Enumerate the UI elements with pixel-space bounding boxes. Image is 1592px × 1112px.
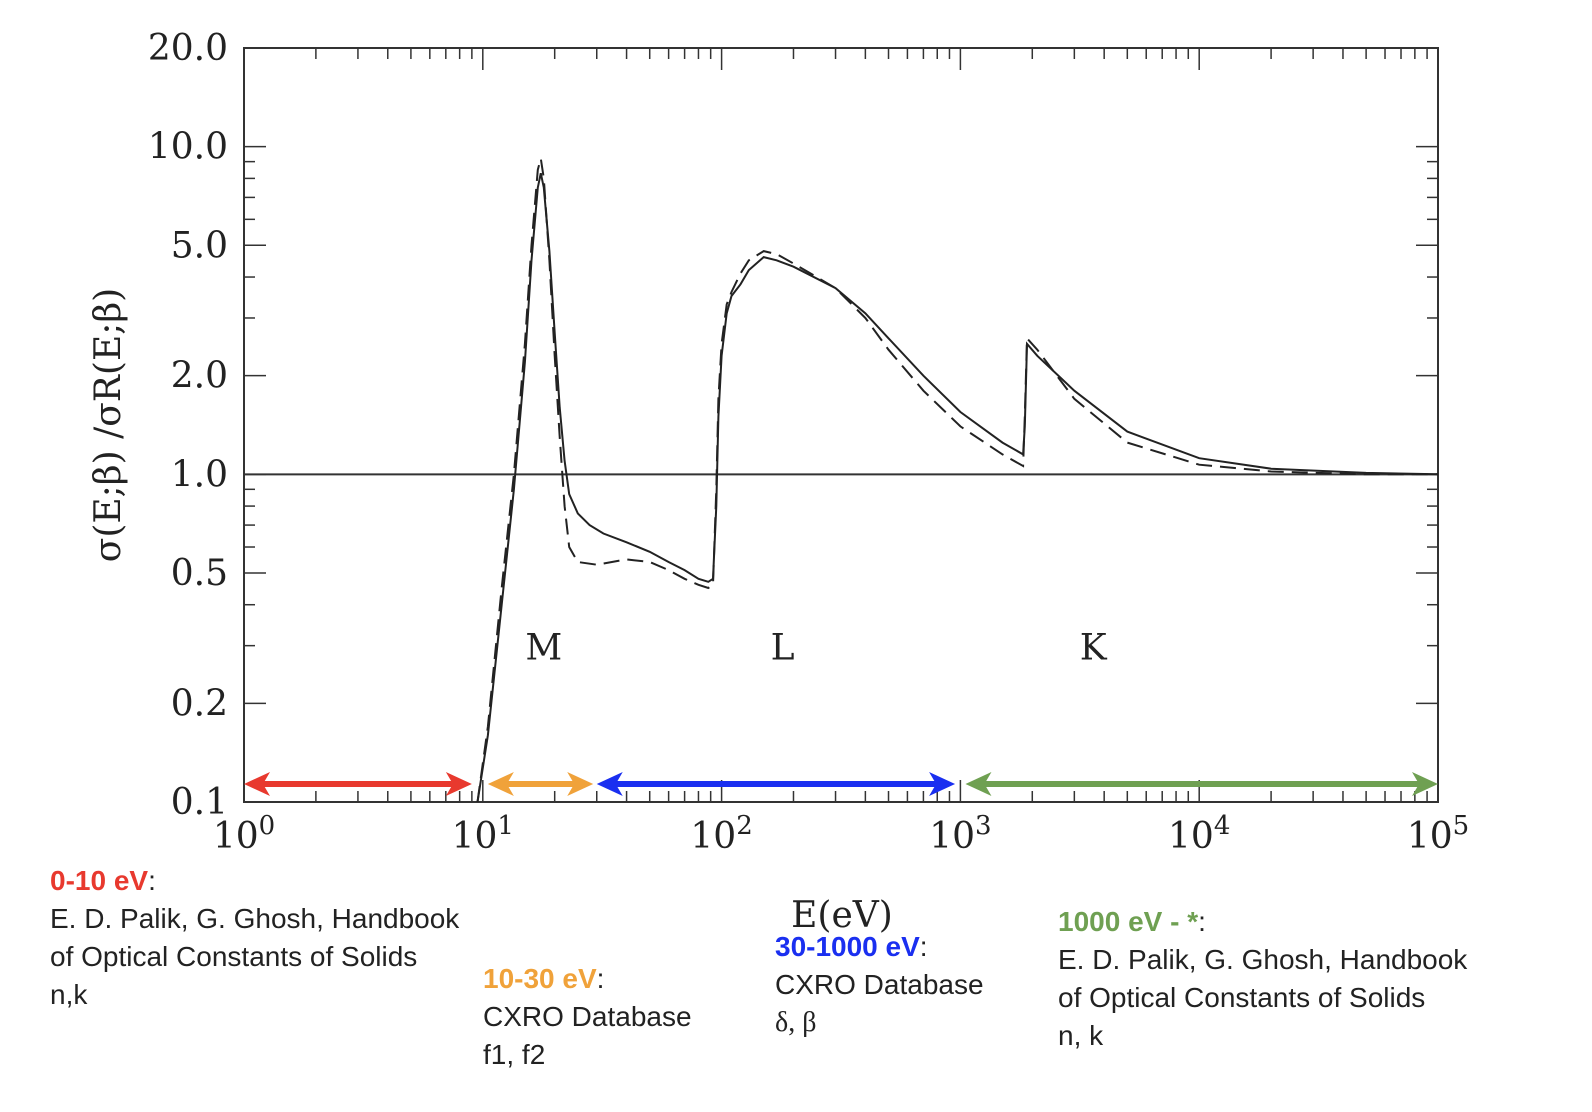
range-arrow-head-left (596, 772, 623, 796)
series-line-solid (476, 172, 1438, 802)
note-line: CXRO Database (775, 969, 984, 1000)
y-tick-labels: 0.1 0.2 0.5 1.0 2.0 5.0 10.0 20.0 (148, 28, 228, 823)
note-range: 0-10 eV (50, 865, 149, 896)
range-arrows (244, 772, 1438, 796)
y-axis-title: σ(E;β) /σR(E;β) (88, 288, 129, 562)
range-arrow (596, 772, 956, 796)
x-tick-labels: 100 101 102 103 104 105 (213, 811, 1469, 857)
x-tick-label: 101 (452, 811, 514, 857)
series-group (476, 158, 1438, 802)
shell-label: M (525, 628, 562, 669)
x-tick-label: 102 (690, 811, 752, 857)
range-arrow-head-left (244, 772, 270, 796)
note-range: 1000 eV - * (1058, 906, 1199, 937)
y-tick-label: 0.1 (171, 782, 228, 823)
note-line: CXRO Database (483, 1001, 692, 1032)
y-tick-label: 5.0 (171, 225, 228, 266)
range-arrow (244, 772, 472, 796)
y-tick-label: 2.0 (171, 356, 228, 397)
shell-label: K (1080, 628, 1108, 669)
note-symbols: f1, f2 (483, 1039, 546, 1070)
note-symbols: δ, β (775, 1007, 817, 1038)
range-arrow-head-right (1412, 772, 1438, 796)
x-tick-label: 105 (1407, 811, 1469, 857)
note-line: of Optical Constants of Solids (1058, 982, 1426, 1013)
range-arrow-head-left (487, 772, 514, 796)
x-axis-title: E(eV) (791, 895, 893, 936)
note-line: of Optical Constants of Solids (50, 941, 418, 972)
y-tick-label: 0.2 (171, 683, 228, 724)
plot-frame (243, 47, 1439, 803)
note-line: n, k (1058, 1020, 1104, 1051)
range-arrow-head-left (965, 772, 992, 796)
range-arrow (487, 772, 594, 796)
range-arrow (965, 772, 1438, 796)
range-arrow-head-right (567, 772, 594, 796)
note-line: E. D. Palik, G. Ghosh, Handbook (1058, 944, 1468, 975)
y-tick-label: 20.0 (148, 28, 228, 69)
ticks (243, 47, 1439, 803)
x-tick-label: 104 (1168, 811, 1230, 857)
note-line: n,k (50, 979, 88, 1010)
series-line-dashed (476, 158, 1438, 802)
range-arrow-head-right (445, 772, 472, 796)
note-0-10ev: 0-10 eV: E. D. Palik, G. Ghosh, Handbook… (50, 862, 459, 1014)
note-30-1000ev: 30-1000 eV: CXRO Database δ, β (775, 928, 984, 1042)
range-arrow-head-right (929, 772, 956, 796)
note-1000ev-plus: 1000 eV - *: E. D. Palik, G. Ghosh, Hand… (1058, 903, 1467, 1055)
shell-label: L (771, 628, 795, 669)
note-line: E. D. Palik, G. Ghosh, Handbook (50, 903, 460, 934)
note-range: 30-1000 eV (775, 931, 920, 962)
y-tick-label: 10.0 (148, 127, 228, 168)
note-10-30ev: 10-30 eV: CXRO Database f1, f2 (483, 960, 692, 1074)
x-tick-label: 100 (213, 811, 275, 857)
x-tick-label: 103 (929, 811, 991, 857)
note-range: 10-30 eV (483, 963, 597, 994)
y-tick-label: 0.5 (171, 553, 228, 594)
y-tick-label: 1.0 (171, 454, 228, 495)
